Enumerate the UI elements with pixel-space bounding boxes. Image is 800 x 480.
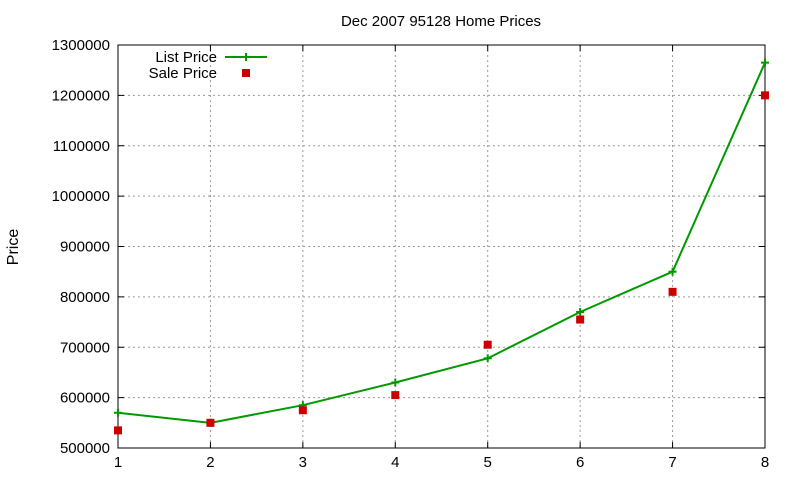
legend-label: Sale Price [149, 65, 217, 82]
data-point [114, 426, 122, 435]
data-point [576, 307, 585, 316]
y-tick-label: 1100000 [53, 138, 110, 155]
data-point [391, 391, 400, 400]
x-tick-label: 7 [668, 454, 676, 471]
grid [118, 45, 765, 448]
legend-label: List Price [155, 49, 217, 66]
x-tick-label: 3 [299, 454, 307, 471]
x-tick-label: 1 [114, 454, 122, 471]
data-point [761, 91, 769, 100]
x-tick-label: 2 [206, 454, 214, 471]
x-tick-label: 8 [761, 454, 769, 471]
y-tick-label: 800000 [60, 289, 110, 306]
y-tick-label: 600000 [60, 390, 110, 407]
data-point [114, 408, 122, 417]
series-line [117, 62, 766, 424]
x-tick-label: 6 [576, 454, 584, 471]
series-list-price [114, 58, 769, 427]
y-tick-label: 900000 [60, 239, 110, 256]
y-tick-label: 700000 [60, 339, 110, 356]
data-point [668, 287, 677, 296]
y-tick-label: 1200000 [52, 87, 110, 104]
y-tick-label: 500000 [60, 440, 110, 457]
series-layer [114, 58, 769, 435]
data-point [391, 378, 400, 387]
data-point [483, 340, 492, 349]
data-point [761, 58, 769, 67]
data-point [298, 406, 307, 415]
x-tick-label: 4 [391, 454, 399, 471]
data-point [206, 418, 215, 427]
plot-frame [117, 44, 766, 449]
y-tick-label: 1300000 [52, 37, 110, 54]
chart-title: Dec 2007 95128 Home Prices [341, 13, 541, 30]
legend-marker [242, 53, 250, 61]
data-point [483, 354, 492, 363]
data-point [668, 267, 677, 276]
data-point [576, 315, 585, 324]
series-sale-price [114, 91, 769, 435]
y-axis-label: Price [5, 229, 22, 266]
x-tick-label: 5 [484, 454, 492, 471]
y-tick-label: 1000000 [52, 188, 110, 205]
legend-marker [242, 69, 250, 77]
axis-ticks: 500000 600000 700000 800000 900000 1000000 110… [52, 37, 770, 471]
